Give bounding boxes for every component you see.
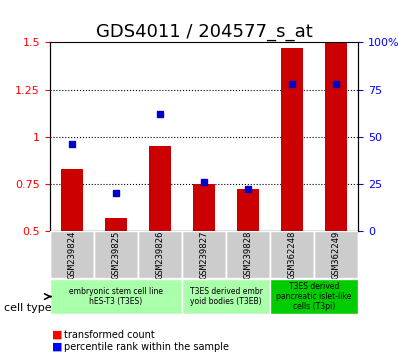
FancyBboxPatch shape <box>270 231 314 278</box>
Text: GSM362248: GSM362248 <box>288 230 297 279</box>
Bar <box>193 184 215 231</box>
Text: GSM239827: GSM239827 <box>199 230 209 279</box>
FancyBboxPatch shape <box>94 231 138 278</box>
Text: cell type: cell type <box>4 303 52 313</box>
Text: embryonic stem cell line
hES-T3 (T3ES): embryonic stem cell line hES-T3 (T3ES) <box>69 287 163 306</box>
Text: transformed count: transformed count <box>64 330 154 339</box>
Text: ■: ■ <box>52 342 62 352</box>
Text: ■: ■ <box>52 330 62 339</box>
Text: GSM239824: GSM239824 <box>67 230 76 279</box>
Bar <box>105 218 127 231</box>
Bar <box>281 48 303 231</box>
FancyBboxPatch shape <box>182 279 270 314</box>
Text: GSM239825: GSM239825 <box>111 230 120 279</box>
Text: GSM362249: GSM362249 <box>332 230 341 279</box>
Bar <box>325 42 347 231</box>
Bar <box>61 169 83 231</box>
Bar <box>237 189 259 231</box>
Text: percentile rank within the sample: percentile rank within the sample <box>64 342 229 352</box>
Bar <box>149 146 171 231</box>
FancyBboxPatch shape <box>226 231 270 278</box>
FancyBboxPatch shape <box>138 231 182 278</box>
FancyBboxPatch shape <box>270 279 358 314</box>
Text: T3ES derived embr
yoid bodies (T3EB): T3ES derived embr yoid bodies (T3EB) <box>189 287 262 306</box>
Text: T3ES derived
pancreatic islet-like
cells (T3pi): T3ES derived pancreatic islet-like cells… <box>277 282 352 312</box>
FancyBboxPatch shape <box>314 231 358 278</box>
Title: GDS4011 / 204577_s_at: GDS4011 / 204577_s_at <box>96 23 312 41</box>
FancyBboxPatch shape <box>50 231 94 278</box>
Text: GSM239828: GSM239828 <box>244 230 253 279</box>
FancyBboxPatch shape <box>182 231 226 278</box>
Text: GSM239826: GSM239826 <box>155 230 164 279</box>
FancyBboxPatch shape <box>50 279 182 314</box>
